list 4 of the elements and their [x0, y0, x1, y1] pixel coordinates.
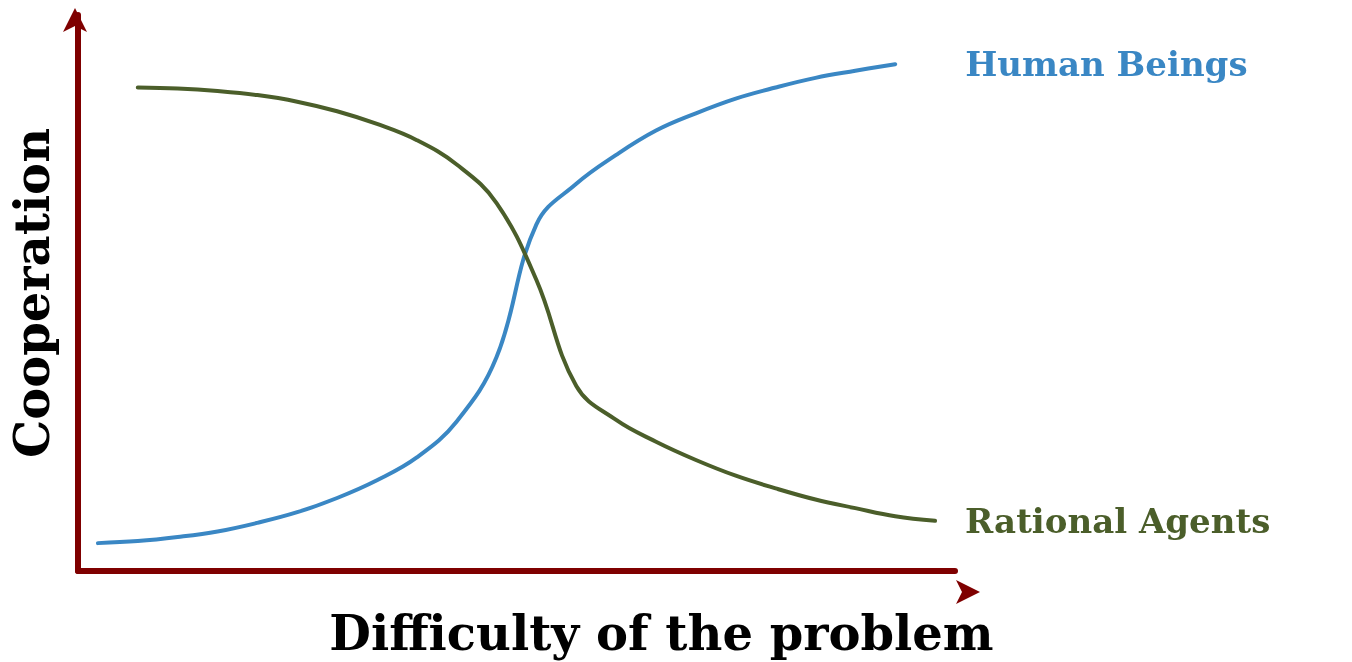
text: Human Beings — [965, 44, 1248, 85]
y-axis-title: Cooperation — [4, 127, 60, 459]
x-axis-title: Difficulty of the problem — [329, 605, 994, 661]
series-label: Rational Agents — [965, 500, 1271, 541]
